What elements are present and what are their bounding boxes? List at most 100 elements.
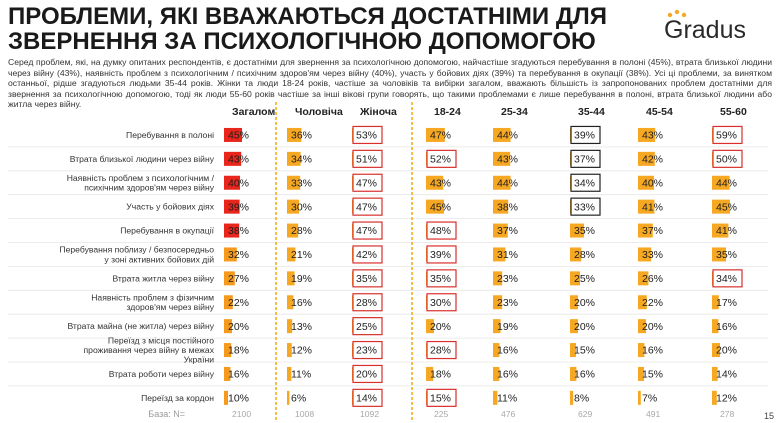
value-bar xyxy=(287,343,292,358)
highlight-higher xyxy=(352,388,383,407)
data-label: 16% xyxy=(497,345,518,357)
data-label: 41% xyxy=(642,201,663,213)
row-label: Переїзд з місця постійного проживання чер… xyxy=(84,335,215,364)
base-value: 476 xyxy=(501,409,516,419)
highlight-higher xyxy=(426,293,457,312)
value-bar xyxy=(638,247,652,262)
data-label: 16% xyxy=(642,345,663,357)
value-bar xyxy=(712,319,719,334)
value-bar xyxy=(287,390,290,405)
data-label: 25% xyxy=(574,273,595,285)
brand-name: Gradus xyxy=(664,16,746,44)
highlight-higher xyxy=(426,340,457,360)
data-label: 45% xyxy=(716,201,737,213)
value-bar xyxy=(712,247,726,262)
data-label: 28% xyxy=(356,297,377,309)
data-label: 41% xyxy=(716,225,737,237)
data-label: 33% xyxy=(291,177,312,189)
data-label: 15% xyxy=(642,369,663,381)
highlight-higher xyxy=(352,125,383,145)
highlight-higher xyxy=(426,221,457,240)
data-label: 23% xyxy=(356,345,377,357)
data-label: 14% xyxy=(716,369,737,381)
highlight-higher xyxy=(426,149,457,168)
data-label: 33% xyxy=(574,201,595,213)
highlight-higher xyxy=(352,197,383,216)
value-bar xyxy=(287,199,299,214)
value-bar xyxy=(638,343,645,358)
data-label: 28% xyxy=(291,225,312,237)
logo-mark-icon xyxy=(667,9,687,18)
data-label: 17% xyxy=(716,297,737,309)
value-bar xyxy=(493,223,508,238)
highlight-higher xyxy=(426,245,457,264)
base-value: 1092 xyxy=(360,409,379,419)
value-bar xyxy=(570,319,578,334)
data-label: 43% xyxy=(430,177,451,189)
data-label: 20% xyxy=(228,321,249,333)
value-bar xyxy=(493,127,511,142)
data-label: 34% xyxy=(716,273,737,285)
data-label: 44% xyxy=(716,177,737,189)
value-bar xyxy=(638,127,656,142)
value-bar xyxy=(224,247,237,262)
value-bar xyxy=(224,343,232,358)
data-label: 21% xyxy=(291,249,312,261)
data-label: 16% xyxy=(716,321,737,333)
data-label: 47% xyxy=(356,225,377,237)
highlight-higher xyxy=(426,269,457,288)
highlight-lower xyxy=(570,125,601,145)
highlight-higher xyxy=(426,388,457,407)
value-bar xyxy=(224,151,242,166)
data-label: 30% xyxy=(291,201,312,213)
value-bar xyxy=(570,343,576,358)
value-bar xyxy=(570,271,580,286)
data-label: 35% xyxy=(356,273,377,285)
value-bar xyxy=(638,366,644,381)
data-label: 34% xyxy=(291,153,312,165)
value-bar xyxy=(493,199,509,214)
highlight-higher xyxy=(352,173,383,192)
highlight-higher xyxy=(352,340,383,360)
value-bar xyxy=(426,127,445,142)
value-bar xyxy=(224,319,232,334)
data-label: 14% xyxy=(356,392,377,404)
value-bar xyxy=(570,366,577,381)
highlight-higher xyxy=(352,317,383,336)
column-header: 25-34 xyxy=(501,106,528,118)
data-label: 31% xyxy=(497,249,518,261)
base-label: База: N= xyxy=(148,409,185,419)
value-bar xyxy=(638,199,655,214)
value-bar xyxy=(287,127,302,142)
value-bar xyxy=(712,343,720,358)
data-label: 51% xyxy=(356,153,377,165)
data-label: 8% xyxy=(574,392,589,404)
value-bar xyxy=(638,319,646,334)
value-bar xyxy=(712,223,729,238)
base-value: 278 xyxy=(720,409,735,419)
data-label: 22% xyxy=(228,297,249,309)
value-bar xyxy=(493,366,500,381)
row-label: Перебування поблизу / безпосередньо у зон… xyxy=(59,245,214,265)
data-label: 52% xyxy=(430,153,451,165)
value-bar xyxy=(224,127,242,142)
row-label: Переїзд за кордон xyxy=(141,393,214,403)
highlight-lower xyxy=(570,149,601,168)
data-label: 20% xyxy=(574,297,595,309)
data-label: 11% xyxy=(291,369,311,381)
value-bar xyxy=(570,390,574,405)
data-label: 38% xyxy=(228,225,249,237)
data-label: 45% xyxy=(228,130,249,142)
data-label: 15% xyxy=(574,345,595,357)
data-label: 25% xyxy=(356,321,377,333)
row-label: Наявність проблем з психологічним / психі… xyxy=(67,173,215,193)
gradus-logo: Gradus xyxy=(664,9,746,44)
value-bar xyxy=(287,319,293,334)
value-bar xyxy=(224,199,240,214)
row-label: Втрата майна (не житла) через війну xyxy=(67,321,214,331)
column-header: 45-54 xyxy=(646,106,673,118)
data-label: 19% xyxy=(497,321,518,333)
data-label: 22% xyxy=(642,297,663,309)
value-bar xyxy=(570,247,582,262)
